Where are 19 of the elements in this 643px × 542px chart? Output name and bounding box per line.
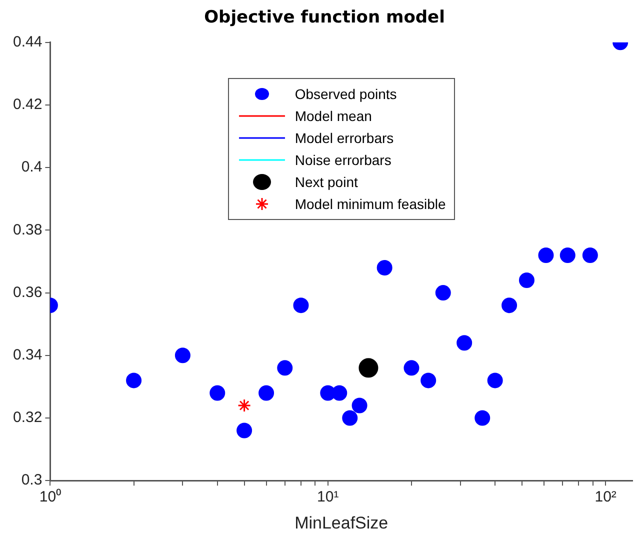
legend-label: Next point — [294, 174, 358, 190]
legend-label: Noise errorbars — [294, 152, 392, 168]
legend-label: Model errorbars — [294, 130, 394, 146]
y-tick-label: 0.42 — [12, 96, 42, 114]
y-tick-label: 0.36 — [12, 284, 42, 301]
legend-label: Model minimum feasible — [294, 196, 446, 212]
x-tick-label: 10¹ — [317, 488, 339, 506]
x-axis-title: MinLeafSize — [294, 513, 388, 532]
legend-label: Model mean — [294, 108, 372, 124]
x-tick-label: 10² — [594, 488, 616, 506]
x-tick-label: 10⁰ — [39, 488, 62, 506]
y-tick-label: 0.4 — [21, 158, 42, 176]
y-tick-label: 0.34 — [12, 346, 42, 364]
y-tick-label: 0.32 — [12, 409, 42, 426]
y-tick-label: 0.44 — [12, 34, 42, 51]
y-tick-label: 0.38 — [12, 221, 42, 238]
chart-title: Objective function model — [204, 8, 445, 28]
legend-label: Observed points — [294, 86, 397, 102]
y-tick-label: 0.3 — [21, 472, 42, 489]
